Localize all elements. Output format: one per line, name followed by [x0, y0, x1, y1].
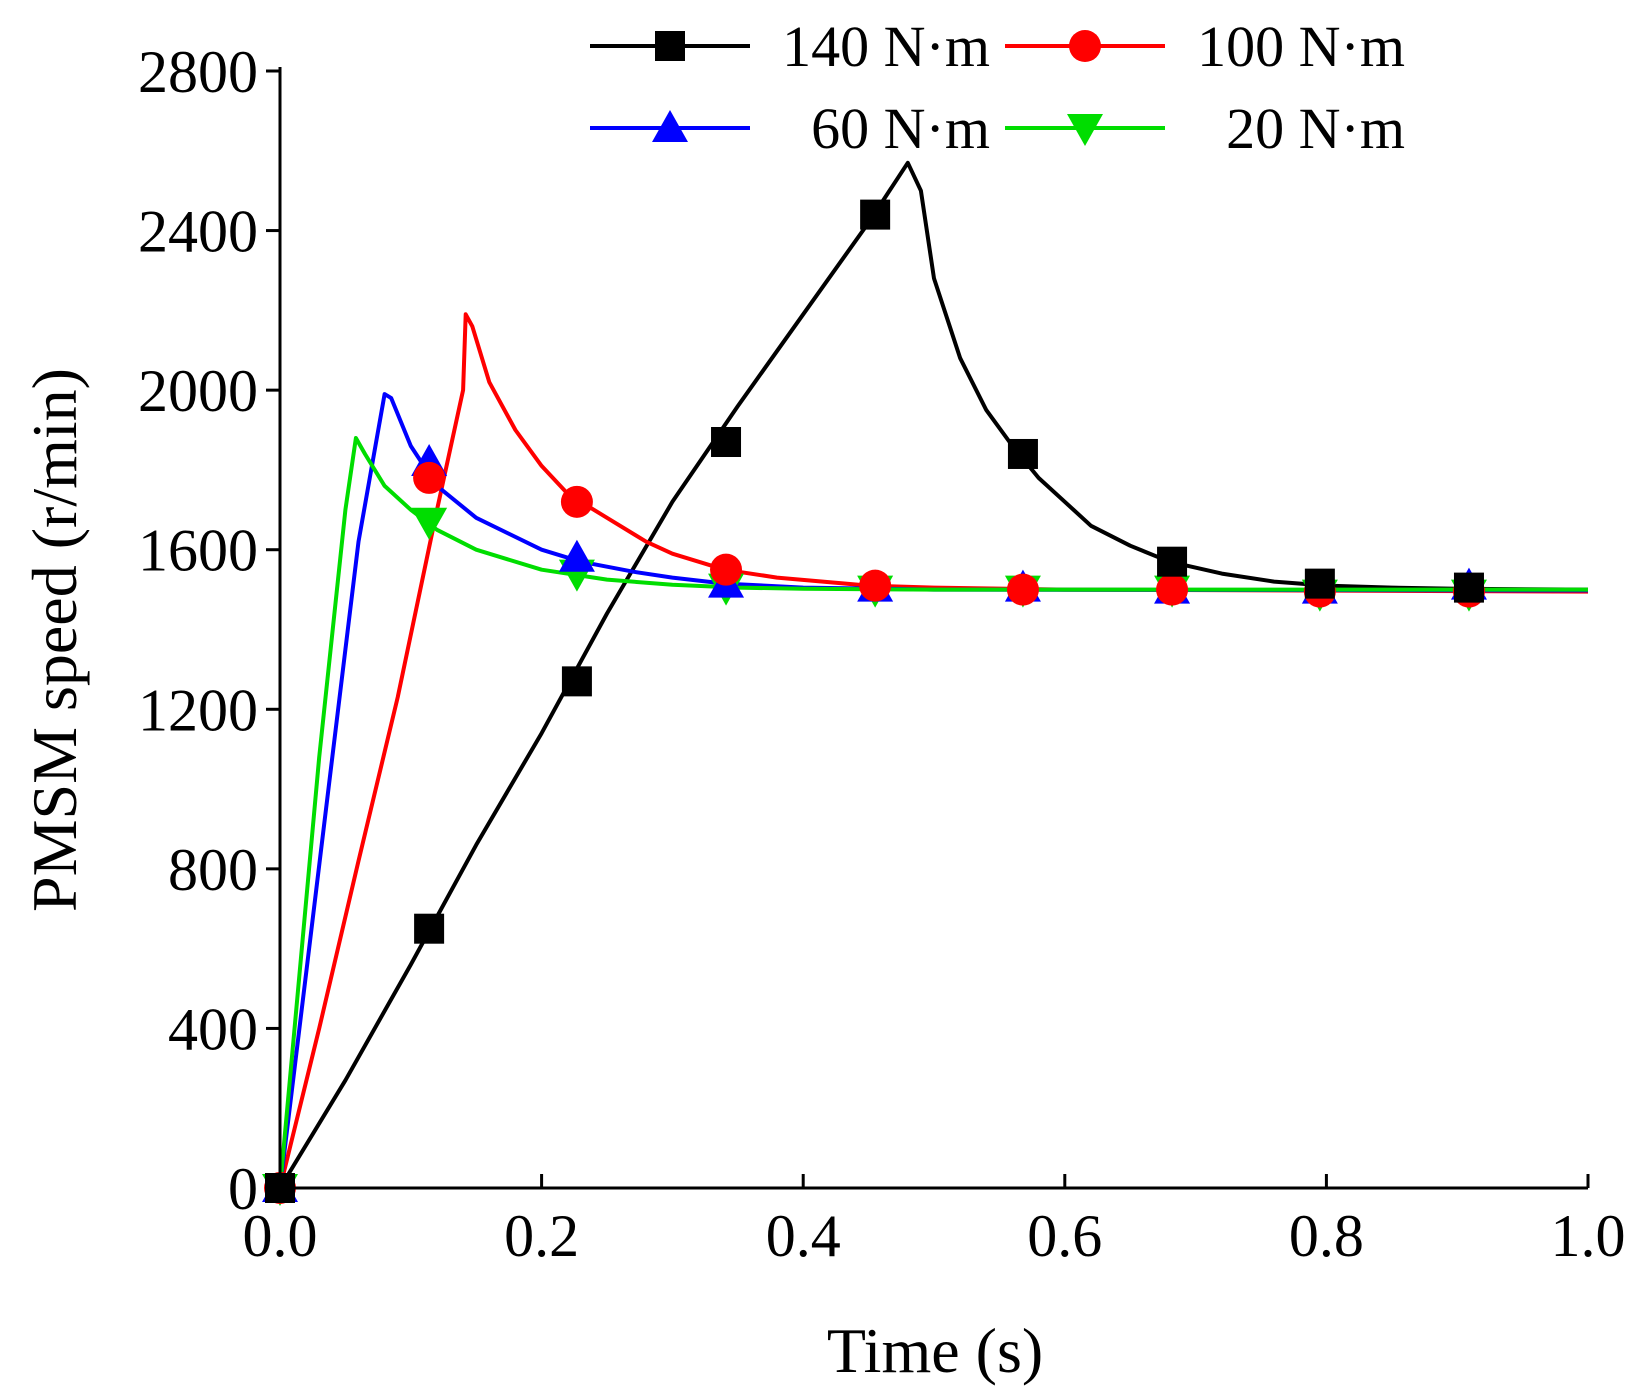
series-markers: [262, 199, 1487, 1206]
x-tick-label-0: 0.0: [243, 1203, 318, 1269]
data-point-1-2: [560, 485, 593, 518]
y-tick-label-3: 1200: [138, 677, 258, 743]
y-tick-label-0: 0: [228, 1156, 258, 1222]
legend-label-1: 100 N·m: [1197, 14, 1405, 79]
data-point-0-1: [414, 913, 445, 944]
data-point-0-3: [711, 427, 742, 458]
x-tick-label-4: 0.8: [1289, 1203, 1364, 1269]
data-point-0-6: [1157, 546, 1188, 577]
series-line-2: [278, 392, 1589, 1189]
x-tick-label-2: 0.4: [766, 1203, 841, 1269]
x-tick-label-3: 0.6: [1027, 1203, 1102, 1269]
legend-marker-3: [1067, 114, 1103, 146]
data-point-1-6: [1156, 573, 1189, 606]
series-line-3: [278, 436, 1588, 1189]
data-point-2-2: [558, 539, 595, 572]
series-line-1: [278, 312, 1589, 1189]
y-tick-label-5: 2000: [138, 358, 258, 424]
legend-marker-1: [1069, 30, 1101, 62]
y-tick-label-4: 1600: [138, 518, 258, 584]
legend-label-0: 140 N·m: [782, 14, 990, 79]
data-point-1-4: [859, 569, 892, 602]
x-axis-title: Time (s): [827, 1315, 1043, 1386]
x-tick-label-1: 0.2: [504, 1203, 579, 1269]
tick-labels: 0 400 800 1200 1600 2000 2400 2800 0.0 0.2 0.4 0.6 0…: [138, 39, 1626, 1269]
data-point-0-8: [1453, 572, 1484, 603]
y-tick-label-6: 2400: [138, 199, 258, 265]
legend: 140 N·m 100 N·m 60 N·m 20 N·m: [590, 14, 1405, 161]
data-point-0-2: [561, 666, 592, 697]
y-tick-label-1: 400: [168, 996, 258, 1062]
data-point-3-1: [411, 507, 448, 540]
data-point-0-5: [1007, 438, 1038, 469]
legend-label-3: 20 N·m: [1226, 96, 1405, 161]
x-tick-label-5: 1.0: [1551, 1203, 1626, 1269]
legend-marker-0: [655, 31, 685, 61]
axes: [266, 67, 1590, 1190]
data-point-0-4: [860, 199, 891, 230]
y-tick-label-7: 2800: [138, 39, 258, 105]
data-point-1-1: [413, 461, 446, 494]
data-point-0-7: [1304, 568, 1335, 599]
legend-label-2: 60 N·m: [811, 96, 990, 161]
y-axis-title: PMSM speed (r/min): [19, 368, 90, 912]
legend-marker-2: [652, 110, 688, 142]
data-point-1-3: [710, 553, 743, 586]
data-point-1-5: [1006, 573, 1039, 606]
y-tick-label-2: 800: [168, 837, 258, 903]
